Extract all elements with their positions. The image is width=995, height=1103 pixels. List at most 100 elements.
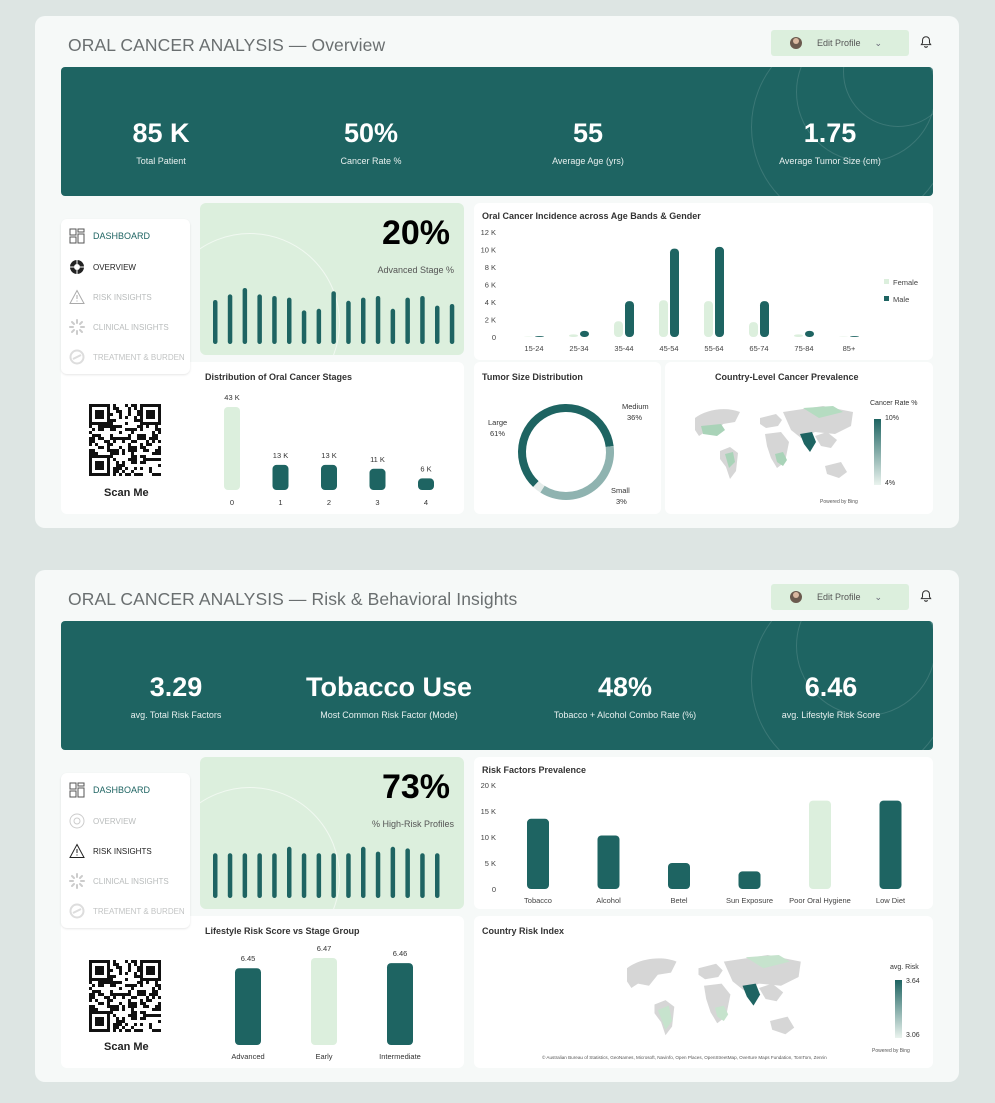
qr-module (131, 1011, 134, 1014)
x-tick-label: Tobacco (524, 896, 552, 905)
qr-module (134, 407, 137, 410)
qr-module (113, 1023, 116, 1026)
qr-module (140, 1017, 143, 1020)
qr-module (107, 446, 110, 449)
qr-module (158, 1029, 161, 1032)
kpi-label: Tobacco + Alcohol Combo Rate (%) (553, 710, 697, 720)
qr-module (152, 458, 155, 461)
qr-module (143, 458, 146, 461)
qr-module (131, 449, 134, 452)
lifestyle-bar (311, 958, 337, 1045)
male-bar (625, 301, 634, 337)
edit-profile-button[interactable]: Edit Profile ⌄ (771, 30, 909, 56)
sidebar-item-clinical-insights[interactable]: CLINICAL INSIGHTS (69, 873, 169, 889)
qr-module (107, 1005, 110, 1008)
bell-icon[interactable] (919, 35, 933, 49)
edit-profile-button[interactable]: Edit Profile ⌄ (771, 584, 909, 610)
y-tick-label: 15 K (481, 807, 496, 816)
qr-module (95, 1008, 98, 1011)
qr-module (131, 458, 134, 461)
qr-module (158, 458, 161, 461)
qr-module (140, 461, 143, 464)
y-tick-label: 2 K (485, 316, 496, 325)
qr-module (110, 452, 113, 455)
world-map[interactable] (574, 944, 834, 1054)
qr-module (137, 425, 140, 428)
edit-profile-label: Edit Profile (817, 38, 861, 48)
male-bar (850, 336, 859, 337)
qr-module (143, 461, 146, 464)
qr-finder (140, 960, 161, 981)
qr-module (134, 449, 137, 452)
qr-module (143, 446, 146, 449)
sidebar-item-clinical-insights[interactable]: CLINICAL INSIGHTS (69, 319, 169, 335)
female-bar (749, 322, 758, 337)
qr-module (125, 1023, 128, 1026)
kpi-value: 6.46 (804, 672, 858, 702)
sidebar-item-dashboard[interactable]: DASHBOARD (69, 782, 150, 798)
qr-module (140, 455, 143, 458)
qr-module (116, 963, 119, 966)
map-attribution: Powered by Bing (872, 1048, 910, 1054)
kpi-banner: 3.29 avg. Total Risk Factors Tobacco Use M… (61, 621, 933, 750)
qr-module (158, 464, 161, 467)
sidebar-item-overview[interactable]: OVERVIEW (69, 259, 136, 275)
clinical-icon (69, 873, 85, 889)
qr-module (128, 443, 131, 446)
qr-module (149, 993, 152, 996)
qr-module (110, 1008, 113, 1011)
qr-code[interactable] (89, 960, 161, 1032)
sidebar-item-risk-insights[interactable]: RISK INSIGHTS (69, 843, 152, 859)
qr-module (125, 1029, 128, 1032)
sidebar-item-treatment-burden[interactable]: TREATMENT & BURDEN (69, 349, 185, 365)
spark-bar (257, 853, 262, 898)
age-gender-chart-card: Oral Cancer Incidence across Age Bands &… (474, 203, 933, 360)
qr-module (92, 440, 95, 443)
slice-label: Small (611, 486, 630, 495)
legend-title: Cancer Rate % (870, 400, 918, 407)
legend-swatch-female (884, 279, 889, 284)
qr-module (128, 446, 131, 449)
qr-module (122, 461, 125, 464)
qr-finder (89, 455, 110, 476)
qr-module (119, 410, 122, 413)
qr-module (116, 1005, 119, 1008)
qr-module (152, 452, 155, 455)
qr-module (140, 990, 143, 993)
qr-module (152, 987, 155, 990)
qr-module (92, 452, 95, 455)
kpi-total-patient: 85 K Total Patient (61, 116, 261, 166)
qr-module (119, 966, 122, 969)
qr-module (143, 993, 146, 996)
sidebar-item-label: TREATMENT & BURDEN (93, 352, 185, 362)
legend-gradient (874, 419, 881, 485)
legend-min: 3.06 (906, 1032, 920, 1039)
sidebar-item-treatment-burden[interactable]: TREATMENT & BURDEN (69, 903, 185, 919)
qr-module (140, 437, 143, 440)
kpi-label: avg. Lifestyle Risk Score (781, 710, 881, 720)
high-risk-label: % High-Risk Profiles (371, 819, 454, 829)
x-tick-label: 3 (375, 498, 379, 507)
qr-module (137, 966, 140, 969)
treatment-icon (69, 903, 85, 919)
bell-icon[interactable] (919, 589, 933, 603)
qr-code[interactable] (89, 404, 161, 476)
kpi-cancer-rate: 50% Cancer Rate % (271, 116, 471, 166)
qr-module (128, 473, 131, 476)
spark-bar (331, 291, 336, 344)
sidebar-item-dashboard[interactable]: DASHBOARD (69, 228, 150, 244)
qr-module (107, 981, 110, 984)
qr-module (113, 1014, 116, 1017)
sidebar-item-risk-insights[interactable]: RISK INSIGHTS (69, 289, 152, 305)
world-map[interactable] (665, 396, 865, 496)
qr-module (131, 461, 134, 464)
qr-module (113, 975, 116, 978)
qr-module (113, 963, 116, 966)
sidebar-item-overview[interactable]: OVERVIEW (69, 813, 136, 829)
qr-module (119, 1023, 122, 1026)
spark-bar (257, 294, 262, 344)
qr-module (134, 455, 137, 458)
kpi-value: 50% (343, 118, 399, 148)
spark-bar (301, 853, 307, 898)
sidebar-item-label: TREATMENT & BURDEN (93, 906, 185, 916)
